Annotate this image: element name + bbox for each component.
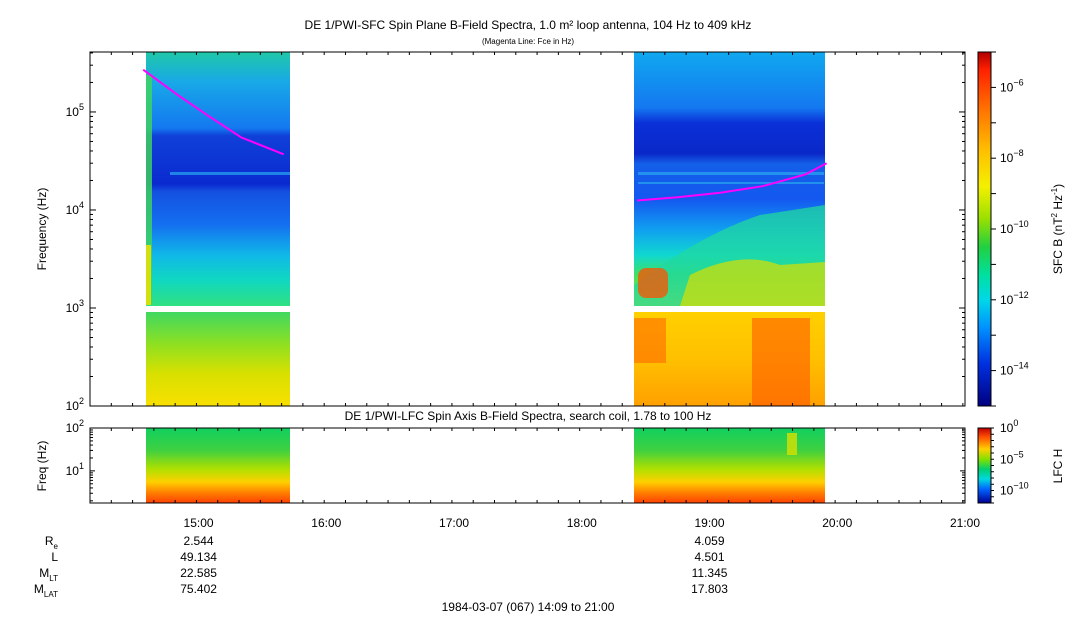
lfc-colorbar-tick-label: 10−5: [1000, 449, 1024, 466]
ephemeris-value: 49.134: [180, 550, 217, 564]
fce-line-segment: [637, 162, 828, 202]
sfc-block-1-lower: [146, 312, 290, 406]
sfc-y-axis: 102 103 104 105: [66, 52, 965, 413]
sfc-colorbar-tick-label: 10−12: [1000, 290, 1029, 307]
lfc-ylabel: Freq (Hz): [35, 441, 49, 492]
ephemeris-label: MLAT: [34, 582, 58, 599]
ephemeris-value: 4.059: [695, 534, 725, 548]
ephemeris-value: 17.803: [691, 582, 728, 596]
ephemeris-value: 22.585: [180, 566, 217, 580]
sfc-colorbar-tick-label: 10−10: [1000, 219, 1029, 236]
sfc-y-tick-label: 104: [66, 200, 84, 217]
sfc-lower-hot-2: [752, 318, 810, 406]
lfc-spectrogram: [146, 428, 825, 503]
lfc-title: DE 1/PWI-LFC Spin Axis B-Field Spectra, …: [345, 409, 712, 423]
sfc-colorbar-label: SFC B (nT2 Hz-1): [1050, 184, 1065, 274]
time-tick-label: 15:00: [184, 516, 214, 530]
sfc-y-tick-label: 105: [66, 102, 84, 119]
time-tick-label: 20:00: [822, 516, 852, 530]
lfc-colorbar-tick-label: 100: [1000, 418, 1018, 435]
ephemeris-value: 4.501: [695, 550, 725, 564]
time-tick-label: 16:00: [311, 516, 341, 530]
ephemeris-label: L: [51, 550, 58, 564]
ephemeris-value: 11.345: [692, 566, 728, 580]
lfc-block-1: [146, 428, 290, 503]
sfc-colorbar: [977, 51, 992, 407]
lfc-y-tick-label: 102: [66, 418, 84, 435]
time-tick-label: 21:00: [950, 516, 980, 530]
lfc-colorbar-label: LFC H: [1051, 449, 1065, 484]
time-tick-label: 17:00: [439, 516, 469, 530]
sfc-colorbar-tick-label: 10−6: [1000, 77, 1024, 94]
fce-line-segment: [142, 68, 285, 156]
lfc-plot-frame: [89, 427, 966, 504]
sfc-early-yellow: [146, 245, 151, 305]
sfc-lower-hot-1: [634, 318, 666, 363]
sfc-plot-frame: [89, 51, 966, 407]
sfc-y-tick-label: 103: [66, 298, 84, 315]
sfc-colorbar-tick-label: 10−8: [1000, 148, 1024, 165]
sfc-noise-band-1: [170, 172, 290, 175]
fce-line: [142, 68, 828, 202]
time-axis: 15:00 16:00 17:00 18:00 19:00 20:00 21:00: [89, 52, 980, 530]
ephemeris-label: MLT: [39, 566, 58, 583]
sfc-noise-band-2: [638, 172, 824, 175]
sfc-emission-yellow: [680, 259, 825, 306]
lfc-colorbar: [977, 427, 992, 504]
sfc-hot-spot: [638, 268, 668, 298]
colorbar-ticks: 10−6 10−8 10−10 10−12 10−14 100 10−5 10−10: [991, 51, 1029, 504]
lfc-burst: [787, 433, 797, 455]
sfc-subtitle: (Magenta Line: Fce in Hz): [482, 37, 574, 46]
ephemeris-value: 2.544: [184, 534, 214, 548]
sfc-y-tick-label: 102: [66, 396, 84, 413]
sfc-left-edge-strip: [146, 75, 152, 305]
time-tick-label: 18:00: [567, 516, 597, 530]
lfc-colorbar-tick-label: 10−10: [1000, 481, 1029, 498]
sfc-colorbar-tick-label: 10−14: [1000, 361, 1029, 378]
ephemeris-label: Re: [45, 534, 59, 551]
sfc-noise-band-3: [638, 182, 824, 184]
lfc-y-tick-label: 101: [66, 461, 84, 478]
time-tick-label: 19:00: [695, 516, 725, 530]
ephemeris-value: 75.402: [180, 582, 217, 596]
sfc-title: DE 1/PWI-SFC Spin Plane B-Field Spectra,…: [305, 18, 752, 32]
sfc-block-1-upper: [146, 52, 290, 306]
sfc-ylabel: Frequency (Hz): [35, 188, 49, 271]
sfc-spectrogram: [146, 52, 825, 406]
footer-date-range: 1984-03-07 (067) 14:09 to 21:00: [442, 600, 615, 614]
